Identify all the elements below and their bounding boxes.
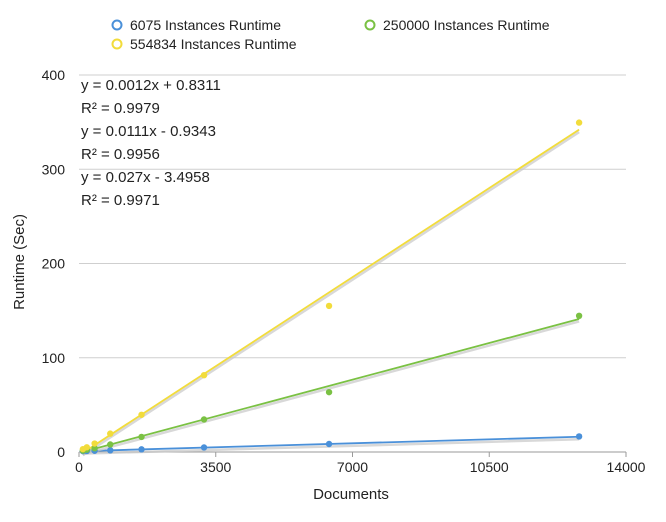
- legend-item-250000: 250000 Instances Runtime: [364, 17, 550, 33]
- data-point-series-2: [200, 371, 208, 379]
- legend-item-6075: 6075 Instances Runtime: [111, 17, 281, 33]
- data-point-series-2: [138, 411, 145, 418]
- data-point-series-1: [575, 312, 583, 320]
- x-axis-title: Documents: [313, 486, 389, 503]
- trendline-shadow-1: [82, 320, 580, 456]
- x-tick-label: 14000: [607, 459, 646, 475]
- data-point-series-2: [325, 302, 333, 310]
- trendline-r2-554834: R² = 0.9971: [81, 192, 160, 209]
- y-axis-title: Runtime (Sec): [11, 214, 28, 310]
- y-tick-label: 300: [42, 161, 66, 177]
- y-tick-label: 0: [57, 444, 65, 460]
- data-point-series-1: [107, 441, 114, 448]
- trendline-equation-6075: y = 0.0012x + 0.8311: [81, 77, 221, 94]
- data-point-series-2: [83, 444, 91, 451]
- legend-marker-250000: [364, 19, 376, 31]
- data-point-series-2: [91, 440, 98, 447]
- gridlines: [79, 74, 626, 453]
- x-tick-label: 10500: [470, 459, 509, 475]
- legend: 6075 Instances Runtime 250000 Instances …: [111, 17, 550, 52]
- y-tick-label: 100: [42, 350, 66, 366]
- data-point-series-0: [138, 446, 145, 453]
- data-point-series-1: [200, 416, 208, 423]
- trendline-2: [82, 128, 580, 454]
- legend-label-250000: 250000 Instances Runtime: [383, 17, 550, 33]
- x-tick-label: 7000: [337, 459, 368, 475]
- legend-item-554834: 554834 Instances Runtime: [111, 36, 297, 52]
- data-point-series-1: [91, 445, 98, 452]
- data-point-series-1: [138, 433, 145, 441]
- legend-marker-6075: [111, 19, 123, 31]
- trendline-1: [82, 318, 580, 453]
- trendline-equations: y = 0.0012x + 0.8311 R² = 0.9979 y = 0.0…: [81, 77, 221, 209]
- data-point-series-2: [107, 430, 114, 437]
- legend-marker-554834: [111, 38, 123, 50]
- data-point-series-1: [325, 388, 333, 396]
- data-point-series-0: [107, 447, 114, 454]
- trendline-shadow-2: [82, 131, 580, 457]
- y-tick-label: 400: [42, 67, 66, 83]
- legend-label-6075: 6075 Instances Runtime: [130, 17, 281, 33]
- trendline-r2-6075: R² = 0.9979: [81, 100, 160, 117]
- data-point-series-0: [575, 433, 583, 440]
- axes: Runtime (Sec) Documents 0 100 200 300 400 0 35…: [11, 67, 646, 503]
- trendline-equation-554834: y = 0.027x - 3.4958: [81, 169, 210, 186]
- y-tick-label: 200: [42, 256, 66, 272]
- x-tick-label: 0: [75, 459, 83, 475]
- legend-label-554834: 554834 Instances Runtime: [130, 36, 297, 52]
- trendline-equation-250000: y = 0.0111x - 0.9343: [81, 123, 216, 140]
- data-point-series-2: [575, 119, 583, 126]
- x-tick-label: 3500: [200, 459, 231, 475]
- data-points: [79, 119, 583, 455]
- data-point-series-0: [200, 444, 208, 451]
- data-point-series-0: [325, 440, 333, 448]
- trendline-r2-250000: R² = 0.9956: [81, 146, 160, 163]
